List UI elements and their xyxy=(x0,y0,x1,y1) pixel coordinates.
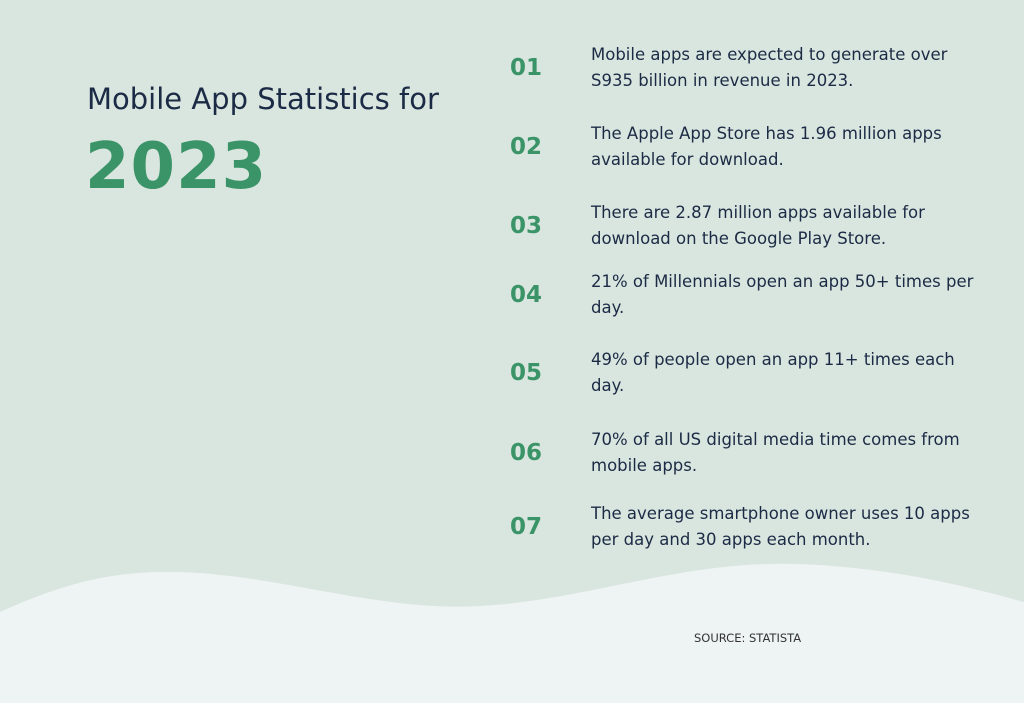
stat-text: 49% of people open an app 11+ times each… xyxy=(591,350,955,395)
stat-number: 07 xyxy=(510,514,543,540)
stat-text: 21% of Millennials open an app 50+ times… xyxy=(591,272,974,317)
year: 2023 xyxy=(85,130,268,204)
stat-text: Mobile apps are expected to generate ove… xyxy=(591,45,948,90)
stat-text: The Apple App Store has 1.96 million app… xyxy=(591,124,942,169)
stat-number: 01 xyxy=(510,55,543,81)
source: SOURCE: STATISTA xyxy=(694,631,802,645)
stat-item: 06 70% of all US digital media time comes… xyxy=(510,427,990,479)
stat-number: 04 xyxy=(510,282,543,308)
stat-item: 03 There are 2.87 million apps available … xyxy=(510,200,990,252)
stat-text: The average smartphone owner uses 10 app… xyxy=(591,504,970,549)
stat-text: There are 2.87 million apps available fo… xyxy=(591,203,925,248)
stat-number: 05 xyxy=(510,360,543,386)
stat-item: 07 The average smartphone owner uses 10 a… xyxy=(510,501,990,553)
stat-number: 03 xyxy=(510,213,543,239)
stat-item: 01 Mobile apps are expected to generate o… xyxy=(510,42,990,94)
stat-item: 02 The Apple App Store has 1.96 million a… xyxy=(510,121,990,173)
stat-text: 70% of all US digital media time comes f… xyxy=(591,430,960,475)
stat-item: 05 49% of people open an app 11+ times ea… xyxy=(510,347,990,399)
stat-number: 02 xyxy=(510,134,543,160)
title: Mobile App Statistics for xyxy=(87,82,439,116)
stat-item: 04 21% of Millennials open an app 50+ tim… xyxy=(510,269,990,321)
stat-number: 06 xyxy=(510,440,543,466)
